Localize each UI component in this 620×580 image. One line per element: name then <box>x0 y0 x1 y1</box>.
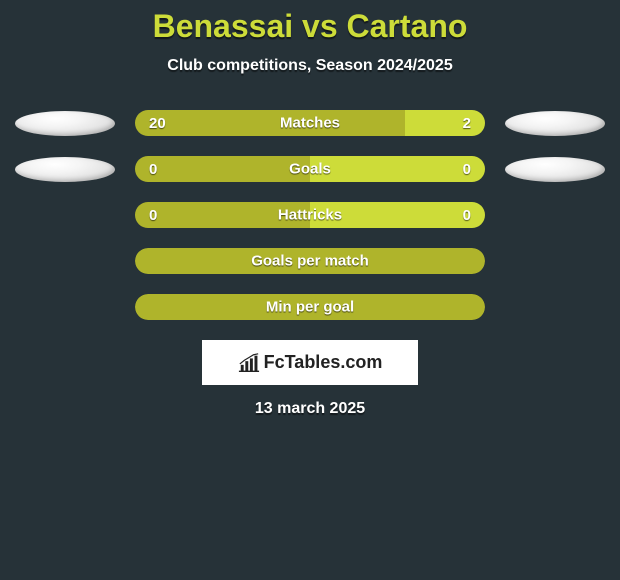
stat-bar: 20 2 Matches <box>135 110 485 136</box>
stat-label: Matches <box>280 115 340 132</box>
left-value: 0 <box>149 161 157 178</box>
stat-bar: Min per goal <box>135 294 485 320</box>
stat-row: 20 2 Matches <box>0 110 620 136</box>
left-value: 0 <box>149 207 157 224</box>
right-value: 0 <box>463 161 471 178</box>
left-value: 20 <box>149 115 166 132</box>
page-title: Benassai vs Cartano <box>0 8 620 45</box>
date-text: 13 march 2025 <box>0 400 620 418</box>
stat-row: 0 0 Hattricks <box>0 202 620 228</box>
right-value: 0 <box>463 207 471 224</box>
stat-rows: 20 2 Matches 0 0 Goals 0 0 Hattricks Goals per ma… <box>0 110 620 320</box>
stat-row: 0 0 Goals <box>0 156 620 182</box>
player-badge-left <box>15 157 115 182</box>
right-value: 2 <box>463 115 471 132</box>
bar-segment-left: 0 <box>135 156 310 182</box>
stat-label: Goals <box>289 161 331 178</box>
bar-segment-right: 2 <box>405 110 486 136</box>
bar-segment-right: 0 <box>310 156 485 182</box>
player-badge-left <box>15 111 115 136</box>
page-subtitle: Club competitions, Season 2024/2025 <box>0 57 620 75</box>
stat-bar: 0 0 Goals <box>135 156 485 182</box>
stat-row: Min per goal <box>0 294 620 320</box>
stat-label: Min per goal <box>266 299 354 316</box>
stat-label: Goals per match <box>251 253 369 270</box>
barchart-icon <box>238 353 260 373</box>
player-badge-right <box>505 157 605 182</box>
logo: FcTables.com <box>238 352 383 373</box>
logo-text: FcTables.com <box>264 352 383 373</box>
comparison-infographic: Benassai vs Cartano Club competitions, S… <box>0 0 620 418</box>
stat-bar: Goals per match <box>135 248 485 274</box>
player-badge-right <box>505 111 605 136</box>
stat-bar: 0 0 Hattricks <box>135 202 485 228</box>
stat-row: Goals per match <box>0 248 620 274</box>
logo-box: FcTables.com <box>202 340 418 385</box>
bar-segment-left: 20 <box>135 110 405 136</box>
stat-label: Hattricks <box>278 207 342 224</box>
